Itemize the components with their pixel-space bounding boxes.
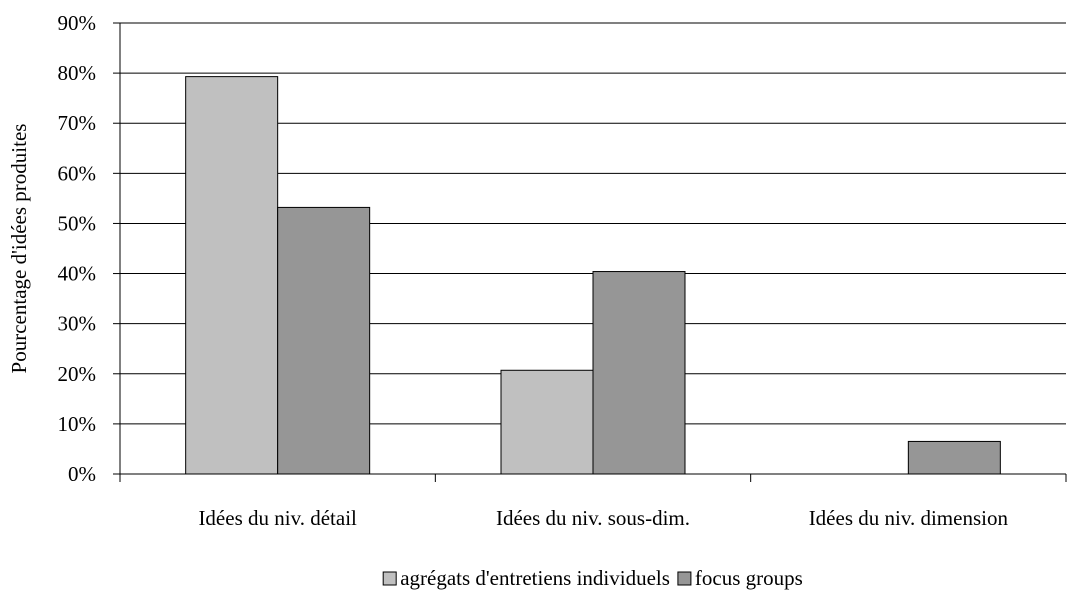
y-tick-labels: 0% 10% 20% 30% 40% 50% 60% 70% 80% 90%: [58, 11, 97, 486]
x-tick-labels: Idées du niv. détail Idées du niv. sous-d…: [198, 506, 1008, 530]
y-axis-label: Pourcentage d'idées produites: [7, 124, 31, 374]
bar-agregats-1: [185, 76, 279, 475]
y-tick-label: 60%: [58, 161, 97, 185]
y-tick-label: 0%: [68, 462, 96, 486]
legend-swatch: [382, 571, 397, 586]
x-tick-label: Idées du niv. dimension: [809, 506, 1009, 530]
y-tick-label: 30%: [58, 312, 97, 336]
bar-focus-groups-1: [277, 206, 371, 475]
legend-label: agrégats d'entretiens individuels: [400, 566, 670, 590]
legend-item-2: focus groups: [677, 566, 803, 590]
bar-focus-groups-2: [592, 271, 686, 475]
y-tick-label: 40%: [58, 262, 97, 286]
y-tick-label: 50%: [58, 211, 97, 235]
legend-label: focus groups: [695, 566, 803, 590]
bars: [185, 76, 1001, 475]
y-tick-label: 20%: [58, 362, 97, 386]
bar-focus-groups-3: [907, 440, 1001, 475]
legend-item-1: agrégats d'entretiens individuels: [382, 566, 670, 590]
legend-swatch: [677, 571, 692, 586]
x-tick-label: Idées du niv. détail: [198, 506, 357, 530]
axes: [113, 22, 1067, 482]
y-tick-label: 70%: [58, 111, 97, 135]
legend: agrégats d'entretiens individuels focus g…: [382, 566, 803, 590]
y-tick-label: 90%: [58, 11, 97, 35]
y-tick-label: 80%: [58, 61, 97, 85]
bar-agregats-2: [500, 369, 594, 475]
y-tick-label: 10%: [58, 412, 97, 436]
x-tick-label: Idées du niv. sous-dim.: [496, 506, 690, 530]
